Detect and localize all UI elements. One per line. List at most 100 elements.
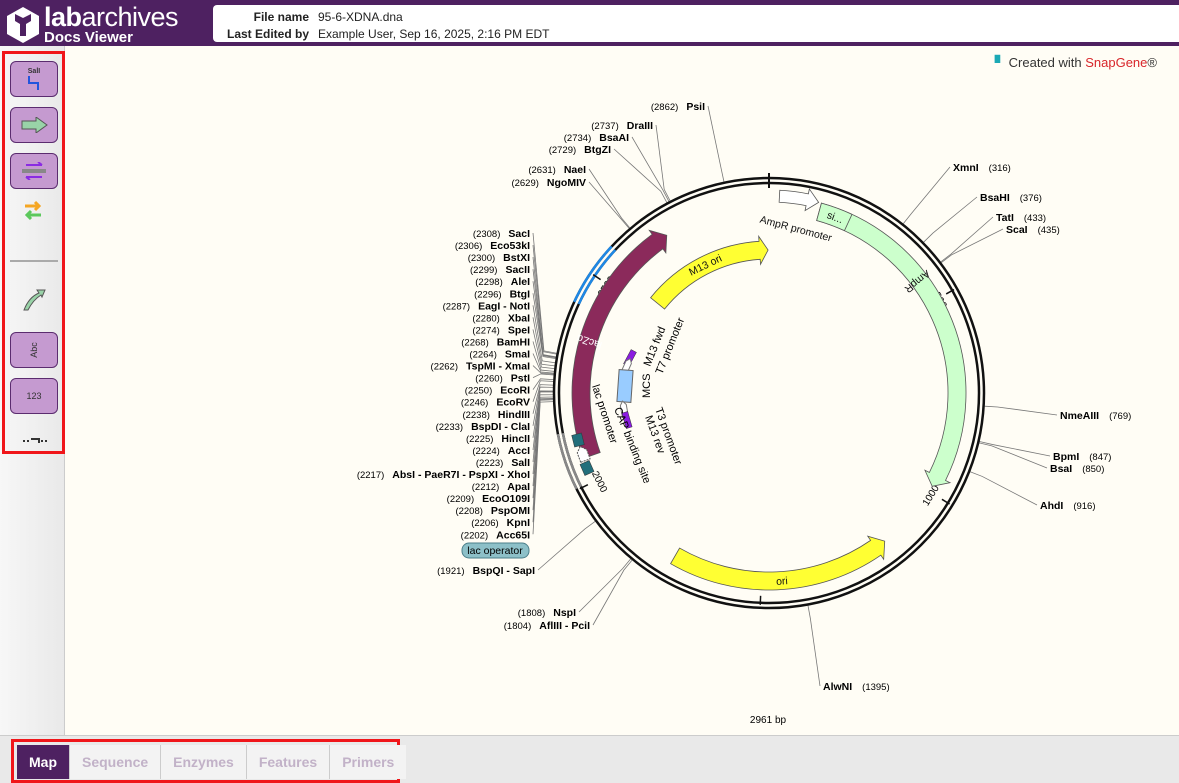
enzyme-site[interactable]: (2238) HindIII <box>462 409 530 421</box>
enzyme-site[interactable]: (2631) NaeI <box>528 164 586 176</box>
enzyme-leader-line <box>592 559 633 626</box>
feature-ampr[interactable] <box>816 202 967 487</box>
enzyme-site[interactable]: XmnI (316) <box>953 162 1011 174</box>
feature-m13-ori[interactable] <box>650 234 769 310</box>
enzyme-site[interactable]: BpmI (847) <box>1053 451 1111 463</box>
enzyme-site[interactable]: (2268) BamHI <box>461 336 530 348</box>
tab-map[interactable]: Map <box>17 745 70 779</box>
enzyme-site[interactable]: (2306) Eco53kI <box>455 240 530 252</box>
show-translations-button[interactable] <box>21 287 47 318</box>
enzyme-site[interactable]: NmeAIII (769) <box>1060 410 1131 422</box>
enzyme-name: SacI <box>508 228 530 240</box>
enzyme-site[interactable]: (2280) XbaI <box>472 312 530 324</box>
enzyme-site[interactable]: (2264) SmaI <box>469 349 530 361</box>
tabs-highlight: Map Sequence Enzymes Features Primers <box>11 739 407 783</box>
enzyme-leader-line <box>532 317 555 367</box>
enzyme-position: (2260) <box>475 374 502 385</box>
enzyme-name: SacII <box>505 264 530 276</box>
enzyme-site[interactable]: (2262) TspMI - XmaI <box>431 361 531 373</box>
enzyme-position: (1395) <box>862 682 889 693</box>
enzyme-site[interactable]: (2260) PstI <box>475 373 530 385</box>
feature-label: si... <box>825 209 844 226</box>
enzyme-site[interactable]: BsaI (850) <box>1050 463 1104 475</box>
enzyme-site[interactable]: (2212) ApaI <box>472 481 530 493</box>
tick-mark <box>592 273 602 281</box>
tab-enzymes[interactable]: Enzymes <box>161 745 247 779</box>
enzyme-site[interactable]: (2223) SalI <box>476 457 530 469</box>
enzyme-site[interactable]: (2629) NgoMIV <box>511 177 586 189</box>
enzyme-site[interactable]: ScaI (435) <box>1006 224 1060 236</box>
tab-primers[interactable]: Primers <box>330 745 407 779</box>
enzyme-label: (2299) SacII <box>470 264 530 276</box>
enzyme-leader-line <box>532 384 554 414</box>
enzyme-position: (2268) <box>461 337 488 348</box>
enzyme-site[interactable]: (2299) SacII <box>470 264 530 276</box>
enzyme-label: (1808) NspI <box>518 607 576 619</box>
enzyme-site[interactable]: (2225) HincII <box>466 433 530 445</box>
enzyme-site[interactable]: (2233) BspDI - ClaI <box>436 421 530 433</box>
enzyme-name: BsaHI <box>980 192 1010 204</box>
feature-ampr-promoter[interactable] <box>778 187 820 212</box>
enzyme-site[interactable]: (2250) EcoRI <box>465 385 530 397</box>
show-primers-button[interactable] <box>10 153 58 189</box>
enzyme-site[interactable]: (1921) BspQI - SapI <box>437 565 535 577</box>
enzyme-site[interactable]: (2287) EagI - NotI <box>443 300 530 312</box>
enzyme-site[interactable]: AlwNI (1395) <box>823 681 890 693</box>
text-labels-button[interactable]: Abc <box>10 332 58 368</box>
enzyme-name: NmeAIII <box>1060 410 1099 422</box>
feature-ori[interactable] <box>670 535 886 591</box>
feature-si-[interactable] <box>816 202 853 232</box>
enzyme-site[interactable]: TatI (433) <box>996 212 1046 224</box>
enzyme-site[interactable]: (2246) EcoRV <box>461 397 530 409</box>
mcs-label: MCS <box>641 374 653 398</box>
enzyme-site[interactable]: (2209) EcoO109I <box>447 493 530 505</box>
ruler-button[interactable] <box>22 432 48 450</box>
enzyme-site[interactable]: AhdI (916) <box>1040 500 1096 512</box>
enzyme-site[interactable]: (2862) PsiI <box>651 101 705 113</box>
enzyme-site[interactable]: (2274) SpeI <box>472 324 530 336</box>
enzyme-site[interactable]: (2206) KpnI <box>471 517 530 529</box>
enzyme-site[interactable]: (2729) BtgZI <box>549 144 611 156</box>
primers-icon <box>22 162 46 180</box>
enzyme-position: (2233) <box>436 422 463 433</box>
cap-binding-site-feature[interactable] <box>579 460 595 476</box>
enzyme-site[interactable]: (2298) AleI <box>475 276 530 288</box>
enzyme-site[interactable]: (1804) AflIII - PciI <box>504 620 590 632</box>
enzyme-label: (2262) TspMI - XmaI <box>431 361 531 373</box>
enzyme-label: TatI (433) <box>996 212 1046 224</box>
lac-operator-badge[interactable]: lac operator <box>461 542 530 559</box>
enzyme-name: TatI <box>996 212 1014 224</box>
enzyme-site[interactable]: (2300) BstXI <box>468 252 530 264</box>
enzyme-site[interactable]: (2737) DraIII <box>591 120 653 132</box>
tab-features[interactable]: Features <box>246 745 331 779</box>
enzyme-name: KpnI <box>507 517 530 529</box>
lac-operator-feature[interactable] <box>571 432 585 448</box>
enzyme-site[interactable]: (2296) BtgI <box>474 288 530 300</box>
show-features-button[interactable] <box>10 107 58 143</box>
enzyme-name: XmnI <box>953 162 979 174</box>
enzyme-site[interactable]: (2224) AccI <box>472 445 530 457</box>
show-enzymes-button[interactable]: SalI <box>10 61 58 97</box>
lac-promoter-feature[interactable] <box>576 445 591 463</box>
enzyme-label: (2202) Acc65I <box>461 529 530 541</box>
enzyme-label: (2306) Eco53kI <box>455 240 530 252</box>
show-orfs-button[interactable] <box>23 200 43 227</box>
primer-m13-rev[interactable] <box>621 411 633 429</box>
toolbar-highlight: SalI Abc 123 <box>2 51 65 454</box>
numbers-icon: 123 <box>26 391 42 401</box>
enzyme-site[interactable]: (2202) Acc65I <box>461 529 530 541</box>
enzyme-site[interactable]: (2308) SacI <box>473 228 530 240</box>
enzyme-site[interactable]: BsaHI (376) <box>980 192 1042 204</box>
credit-prefix: Created with <box>1008 55 1086 70</box>
enzyme-name: XbaI <box>508 312 530 324</box>
enzyme-site[interactable]: (1808) NspI <box>518 607 576 619</box>
numbers-button[interactable]: 123 <box>10 378 58 414</box>
tab-sequence[interactable]: Sequence <box>70 745 162 779</box>
mcs-feature[interactable] <box>616 369 634 403</box>
enzyme-label: BpmI (847) <box>1053 451 1111 463</box>
enzyme-site[interactable]: (2208) PspOMI <box>455 505 530 517</box>
enzyme-position: (2238) <box>462 410 489 421</box>
enzyme-site[interactable]: (2734) BsaAI <box>564 132 629 144</box>
enzyme-site[interactable]: (2217) AbsI - PaeR7I - PspXI - XhoI <box>357 469 530 481</box>
